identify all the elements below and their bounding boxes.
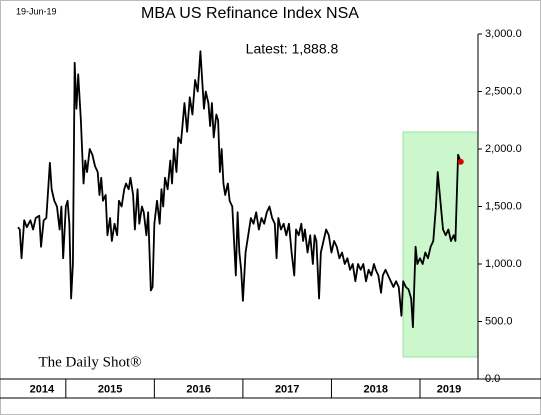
x-tick-label: 2019 (437, 383, 461, 395)
date-label: 19-Jun-19 (16, 6, 57, 16)
highlight-region (402, 131, 479, 358)
y-tick-label: 1,500.0 (485, 200, 522, 212)
y-tick-label: 2,500.0 (485, 85, 522, 97)
x-tick-label: 2018 (363, 383, 387, 395)
latest-annotation: Latest: 1,888.8 (246, 41, 339, 57)
y-tick-label: 500.0 (485, 315, 513, 327)
x-tick-label: 2015 (98, 383, 122, 395)
latest-point (457, 158, 464, 165)
chart-title: MBA US Refinance Index NSA (141, 5, 359, 22)
y-tick-label: 2,000.0 (485, 143, 522, 155)
source-label: The Daily Shot® (38, 354, 141, 370)
y-tick-label: 3,000.0 (485, 28, 522, 40)
y-tick-label: 1,000.0 (485, 258, 522, 270)
x-tick-label: 2014 (30, 383, 55, 395)
x-tick-label: 2016 (186, 383, 210, 395)
x-tick-label: 2017 (275, 383, 299, 395)
line-series (17, 50, 462, 329)
